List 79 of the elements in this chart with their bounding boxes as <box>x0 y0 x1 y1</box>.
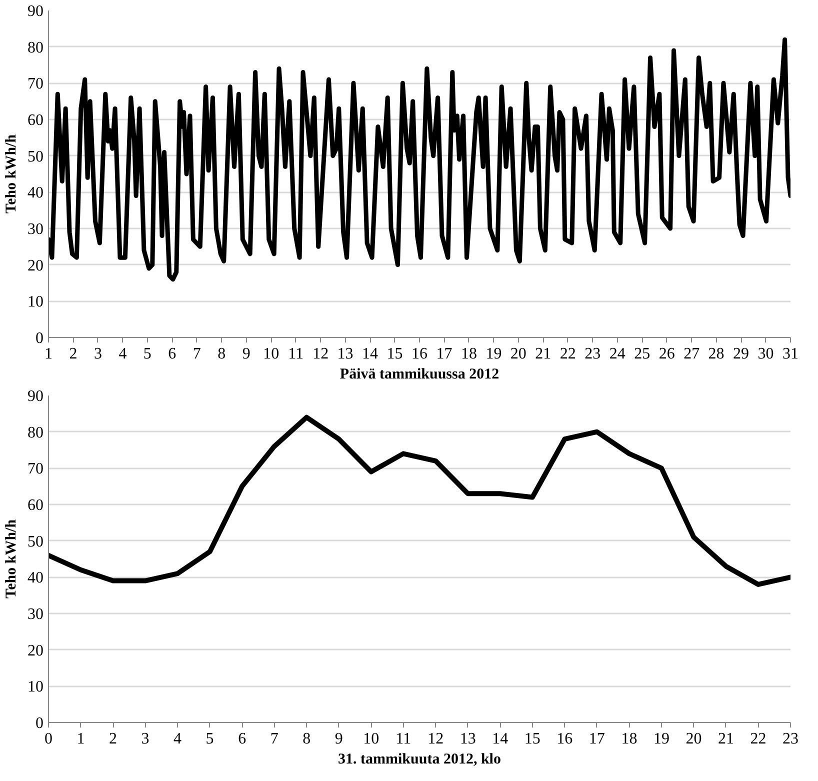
x-tick-label: 21 <box>535 346 552 362</box>
x-tick-label: 2 <box>109 730 118 748</box>
y-tick-label: 80 <box>28 39 44 56</box>
y-tick-label: 10 <box>28 294 44 311</box>
x-tick-label: 4 <box>174 730 182 748</box>
x-tick-label: 27 <box>684 346 700 362</box>
x-tick-label: 1 <box>76 730 85 748</box>
x-tick-label: 30 <box>758 346 774 362</box>
x-tick-label: 7 <box>270 730 278 748</box>
x-tick-label: 14 <box>492 730 508 748</box>
x-tick-label: 22 <box>750 730 766 748</box>
x-tick-label: 12 <box>428 730 444 748</box>
x-tick-label: 8 <box>218 346 226 362</box>
x-tick-label: 23 <box>782 730 798 748</box>
x-tick-label: 21 <box>718 730 734 748</box>
y-tick-label: 20 <box>28 257 44 274</box>
x-tick-label: 28 <box>708 346 724 362</box>
x-tick-label: 18 <box>621 730 638 748</box>
x-tick-label: 19 <box>486 346 502 362</box>
y-tick-label: 90 <box>28 388 44 405</box>
x-tick-label: 14 <box>362 346 378 362</box>
y-tick-label: 30 <box>28 221 44 238</box>
x-tick-label: 11 <box>396 730 412 748</box>
x-axis-title: Päivä tammikuussa 2012 <box>340 366 500 382</box>
y-tick-label: 0 <box>36 330 44 347</box>
y-tick-label: 50 <box>28 533 44 550</box>
y-tick-label: 40 <box>28 184 44 202</box>
x-tick-label: 9 <box>242 346 250 362</box>
x-tick-label: 3 <box>141 730 150 748</box>
y-tick-label: 30 <box>28 606 44 623</box>
x-tick-label: 29 <box>733 346 750 362</box>
x-axis-title: 31. tammikuuta 2012, klo <box>338 752 501 768</box>
y-tick-label: 10 <box>28 678 44 696</box>
y-tick-label: 80 <box>28 424 44 442</box>
x-tick-label: 7 <box>192 346 201 362</box>
y-tick-label: 20 <box>28 642 44 660</box>
x-tick-label: 24 <box>609 346 626 362</box>
x-tick-label: 16 <box>412 346 428 362</box>
x-tick-label: 13 <box>460 730 476 748</box>
y-tick-label: 70 <box>28 460 44 478</box>
y-tick-label: 0 <box>36 715 44 732</box>
x-tick-label: 17 <box>588 730 605 748</box>
x-tick-label: 18 <box>460 346 477 362</box>
line-series <box>48 37 790 282</box>
x-tick-label: 19 <box>653 730 670 748</box>
x-tick-label: 2 <box>69 346 78 362</box>
x-tick-label: 15 <box>524 730 540 748</box>
x-tick-label: 10 <box>363 730 380 748</box>
y-tick-label: 90 <box>28 3 44 20</box>
y-tick-label: 70 <box>28 76 44 93</box>
x-tick-label: 1 <box>44 346 52 362</box>
x-tick-label: 16 <box>556 730 573 748</box>
x-tick-label: 5 <box>206 730 214 748</box>
y-tick-label: 60 <box>28 112 44 129</box>
y-axis-title: Teho kWh/h <box>4 518 20 599</box>
x-tick-label: 8 <box>302 730 311 748</box>
x-tick-label: 23 <box>584 346 601 362</box>
x-tick-label: 20 <box>510 346 526 362</box>
x-tick-label: 6 <box>168 346 176 362</box>
x-tick-label: 22 <box>560 346 576 362</box>
x-tick-label: 4 <box>118 346 127 362</box>
y-tick-label: 50 <box>28 148 44 166</box>
y-axis-title: Teho kWh/h <box>4 134 20 214</box>
x-tick-label: 3 <box>94 346 102 362</box>
x-tick-label: 6 <box>238 730 246 748</box>
x-tick-label: 9 <box>334 730 343 748</box>
y-tick-label: 40 <box>28 570 44 587</box>
x-tick-label: 5 <box>143 346 152 362</box>
x-tick-label: 11 <box>288 346 304 362</box>
x-tick-label: 31 <box>782 346 798 362</box>
x-tick-label: 10 <box>263 346 280 362</box>
x-tick-label: 26 <box>658 346 675 362</box>
x-tick-label: 12 <box>312 346 329 362</box>
x-tick-label: 17 <box>436 346 452 362</box>
x-tick-label: 15 <box>386 346 403 362</box>
x-tick-label: 25 <box>634 346 650 362</box>
x-tick-label: 13 <box>337 346 354 362</box>
x-tick-label: 20 <box>686 730 702 748</box>
y-tick-label: 60 <box>28 497 44 514</box>
